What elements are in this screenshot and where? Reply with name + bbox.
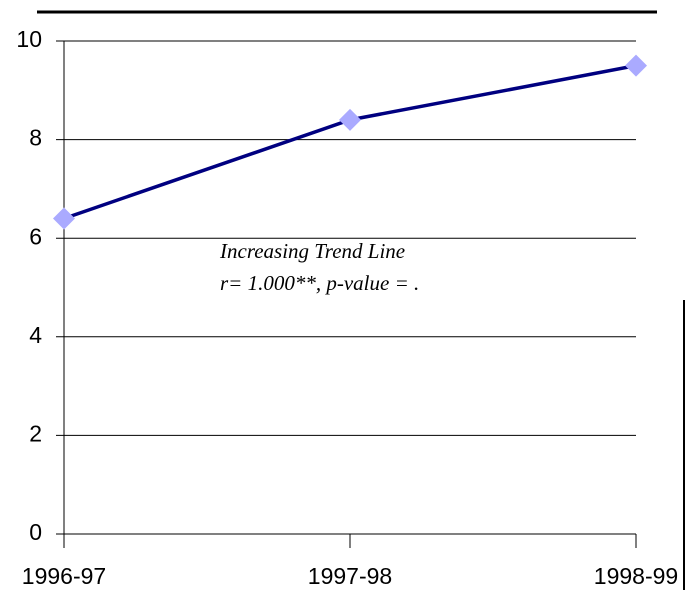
marker xyxy=(625,54,647,77)
y-tick-label: 8 xyxy=(29,125,42,151)
annotation: r= 1.000**, p-value = . xyxy=(220,271,419,295)
y-tick-label: 6 xyxy=(29,223,42,249)
x-tick-label: 1997-98 xyxy=(308,563,392,589)
x-tick-label: 1998-99 xyxy=(594,563,678,589)
y-tick-label: 0 xyxy=(29,519,42,545)
y-tick-label: 4 xyxy=(29,322,42,348)
y-tick-label: 10 xyxy=(16,26,42,52)
x-tick-label: 1996-97 xyxy=(22,563,106,589)
marker xyxy=(53,207,75,230)
marker xyxy=(339,108,361,131)
line-series xyxy=(63,63,637,221)
y-tick-label: 2 xyxy=(29,420,42,446)
annotation: Increasing Trend Line xyxy=(219,239,405,263)
